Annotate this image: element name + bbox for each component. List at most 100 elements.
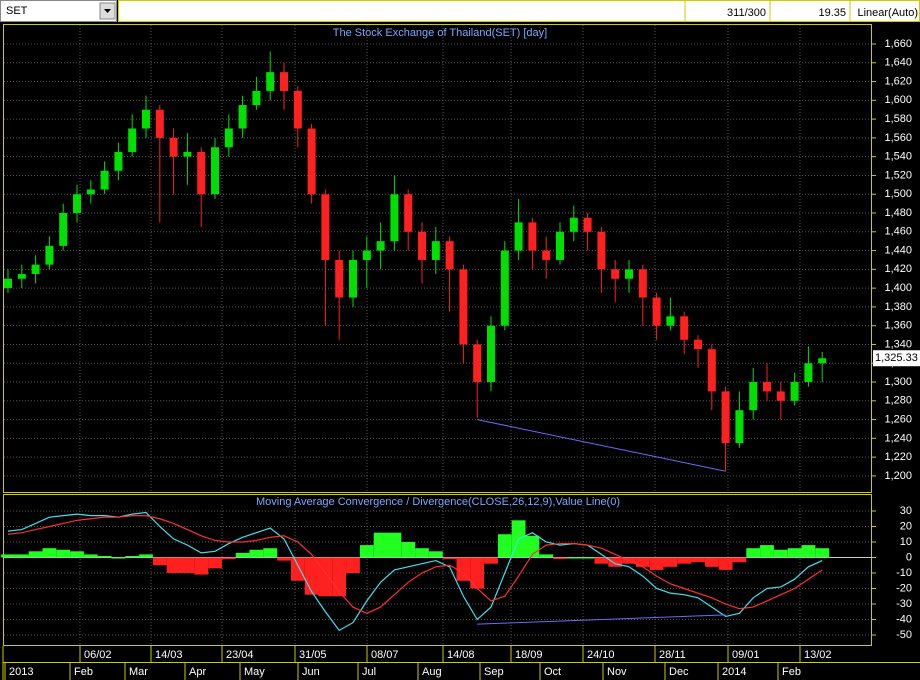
histogram-bar (277, 557, 291, 561)
candle-body (404, 194, 413, 232)
histogram-bar (718, 557, 733, 570)
candle-body (169, 137, 178, 157)
x-tick-label: Nov (607, 666, 627, 678)
symbol-box[interactable] (0, 0, 117, 22)
info-value: 19.35 (818, 7, 846, 19)
candle-body (114, 151, 123, 171)
histogram-bar (28, 551, 43, 558)
histogram-bar (746, 548, 761, 558)
candle-body (431, 241, 440, 260)
x-tick-label: Feb (782, 666, 801, 678)
histogram-bar (125, 555, 140, 558)
histogram-bar (732, 557, 747, 563)
candle-body (100, 170, 109, 190)
histogram-bar (815, 548, 830, 558)
candle-body (500, 250, 509, 326)
histogram-bar (346, 557, 360, 573)
histogram-bar (332, 557, 347, 597)
candle-body (4, 278, 12, 289)
info-bar (118, 0, 920, 22)
candle-body (266, 72, 275, 91)
macd-panel (3, 494, 872, 646)
candle-body (473, 344, 482, 383)
symbol: SET (6, 5, 28, 17)
y-tick-label: 20 (900, 520, 912, 532)
candle-body (17, 274, 26, 279)
y-tick-label: 1,460 (884, 226, 912, 238)
y-tick-label: 1,640 (884, 57, 912, 69)
candle-body (307, 128, 316, 195)
candle-body (597, 231, 606, 270)
histogram-bar (304, 557, 319, 595)
x-tick-label: 14/03 (155, 649, 183, 661)
candle-body (86, 189, 95, 195)
histogram-bar (773, 549, 788, 558)
x-tick-label: 08/07 (371, 649, 399, 661)
candle-body (252, 90, 261, 106)
candle-body (183, 151, 192, 157)
candle-body (735, 410, 744, 444)
candle-body (211, 147, 219, 195)
candle-body (514, 222, 523, 251)
x-tick-label: 06/02 (84, 649, 112, 661)
candle-body (45, 245, 54, 265)
y-tick-label: 1,220 (884, 451, 912, 463)
histogram-bar (760, 545, 774, 558)
y-tick-label: 30 (900, 505, 912, 517)
histogram-bar (70, 551, 84, 558)
histogram-bar (152, 557, 167, 566)
histogram-bar (208, 557, 222, 569)
y-tick-label: 1,380 (884, 301, 912, 313)
y-tick-label: 10 (900, 536, 912, 548)
x-tick-label: Feb (74, 666, 93, 678)
histogram-bar (691, 557, 705, 563)
y-tick-label: 1,420 (884, 263, 912, 275)
x-tick-label: Oct (544, 666, 561, 678)
histogram-bar (580, 557, 595, 559)
histogram-bar (14, 554, 29, 558)
macd-line (7, 511, 823, 632)
y-tick-label: 1,560 (884, 132, 912, 144)
y-tick-label: 1,620 (884, 75, 912, 87)
histogram-bar (787, 548, 802, 558)
y-tick-label: 1,520 (884, 169, 912, 181)
histogram-bar (263, 548, 278, 558)
y-tick-label: 1,200 (884, 470, 912, 482)
candle-body (142, 109, 150, 129)
histogram-bar (649, 557, 664, 570)
trendline (477, 614, 726, 625)
candle-body (128, 128, 137, 152)
y-tick-label: 1,660 (884, 38, 912, 50)
histogram-bar (635, 557, 650, 567)
x-tick-label: Dec (669, 666, 689, 678)
x-tick-label: 24/10 (587, 649, 615, 661)
histogram-bar (42, 548, 57, 558)
x-tick-label: Apr (189, 666, 206, 678)
y-tick-label: 0 (906, 551, 912, 563)
x-tick-label: 28/11 (659, 649, 686, 661)
candle-body (280, 72, 288, 91)
x-tick-label: 2014 (722, 666, 746, 678)
y-tick-label: 1,300 (884, 376, 912, 388)
y-tick-label: 1,400 (884, 282, 912, 294)
x-tick-label: 2013 (9, 666, 33, 678)
candle-body (59, 213, 68, 246)
x-tick-label: Mar (129, 666, 148, 678)
histogram-bar (373, 532, 388, 558)
x-tick-label: Sep (484, 666, 504, 678)
x-tick-label: Aug (422, 666, 442, 678)
x-tick-label: May (244, 666, 265, 678)
candle-body (238, 105, 247, 129)
candle-body (155, 109, 164, 138)
x-tick-label: 31/05 (299, 649, 327, 661)
y-tick-label: 1,580 (884, 113, 912, 125)
histogram-bar (166, 557, 181, 573)
x-tick-label: Jun (302, 666, 320, 678)
y-tick-label: 1,360 (884, 320, 912, 332)
y-tick-label: 1,500 (884, 188, 912, 200)
candle-body (721, 391, 730, 444)
histogram-bar (359, 545, 374, 558)
scale-mode[interactable]: Linear(Auto) (857, 7, 918, 19)
candle-body (542, 250, 551, 260)
